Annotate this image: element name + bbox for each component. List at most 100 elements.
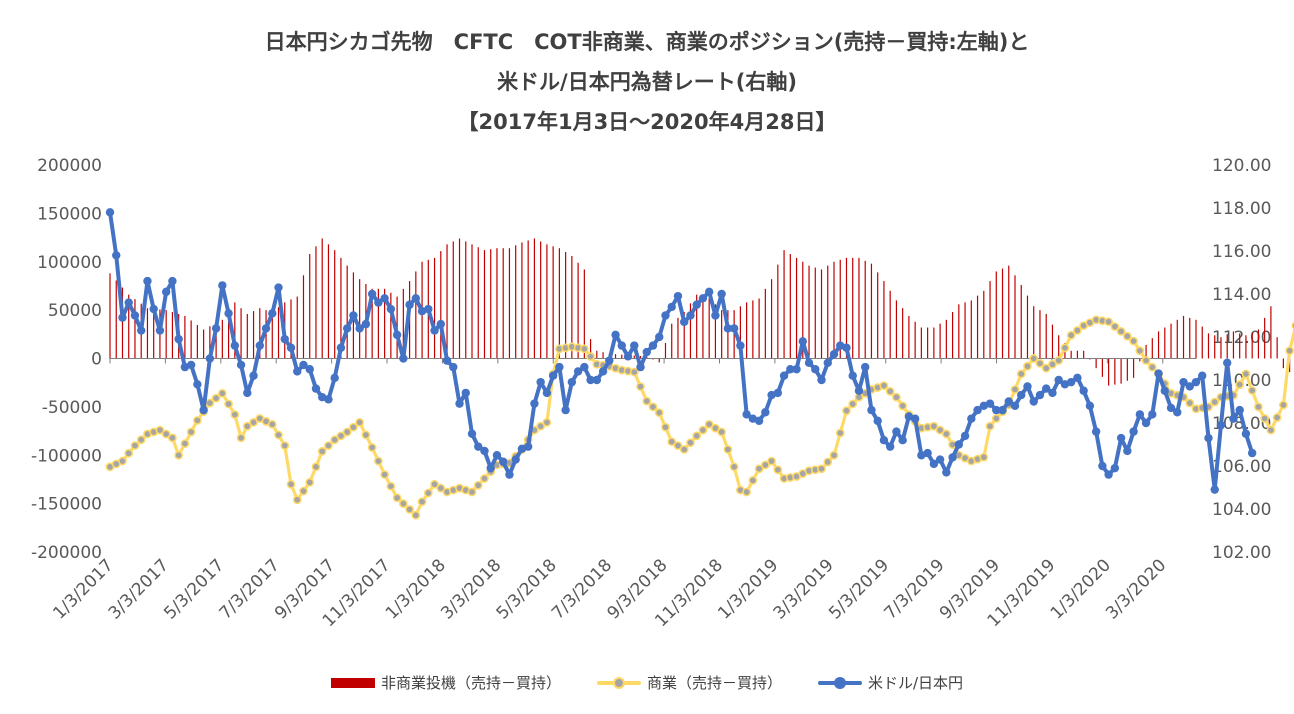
noncommercial-bar xyxy=(852,257,854,359)
commercial-point xyxy=(186,427,196,437)
usdjpy-point xyxy=(754,416,764,426)
noncommercial-bar xyxy=(1276,337,1278,359)
usdjpy-point xyxy=(567,377,577,387)
usdjpy-point xyxy=(611,330,620,340)
commercial-point xyxy=(579,344,589,354)
usdjpy-point xyxy=(811,365,820,374)
noncommercial-bar xyxy=(1033,306,1035,359)
commercial-point xyxy=(211,393,221,403)
noncommercial-bar xyxy=(190,320,192,359)
noncommercial-bar xyxy=(1020,284,1022,359)
usdjpy-point xyxy=(804,358,814,367)
usdjpy-point xyxy=(523,442,533,451)
usdjpy-point xyxy=(948,453,957,462)
commercial-point xyxy=(224,399,233,409)
usdjpy-point xyxy=(711,311,720,320)
commercial-point xyxy=(748,476,758,485)
usdjpy-point xyxy=(817,375,826,385)
usdjpy-point xyxy=(842,343,851,352)
noncommercial-bar xyxy=(415,271,417,359)
commercial-point xyxy=(985,421,995,431)
noncommercial-bar xyxy=(970,300,972,359)
usdjpy-point xyxy=(960,431,970,441)
noncommercial-bar xyxy=(683,312,685,359)
noncommercial-bar xyxy=(315,246,317,359)
y-right-tick-label: 114.00 xyxy=(1212,285,1271,305)
noncommercial-bar xyxy=(633,355,635,359)
commercial-point xyxy=(436,483,446,493)
commercial-point xyxy=(817,464,826,474)
commercial-point xyxy=(636,382,645,391)
usdjpy-point xyxy=(548,371,558,380)
noncommercial-bar xyxy=(995,271,997,359)
noncommercial-bar xyxy=(377,288,379,359)
noncommercial-bar xyxy=(565,252,567,359)
noncommercial-bar xyxy=(1101,358,1103,377)
noncommercial-bar xyxy=(1176,319,1178,359)
legend-swatch-commercial xyxy=(596,676,641,690)
usdjpy-point xyxy=(1104,470,1113,479)
noncommercial-bar xyxy=(533,238,536,359)
noncommercial-bar xyxy=(184,315,186,359)
x-tick-label: 7/3/2017 xyxy=(216,555,284,623)
noncommercial-bar xyxy=(1095,358,1097,369)
noncommercial-bar xyxy=(1051,324,1054,359)
usdjpy-point xyxy=(255,341,264,350)
noncommercial-bar xyxy=(689,303,692,359)
noncommercial-bar xyxy=(234,302,236,359)
usdjpy-point xyxy=(505,470,514,479)
legend-swatch-noncommercial xyxy=(330,677,375,688)
noncommercial-bar xyxy=(939,323,941,359)
noncommercial-bar xyxy=(521,242,523,359)
usdjpy-point xyxy=(374,298,383,307)
commercial-point xyxy=(1285,346,1294,356)
usdjpy-point xyxy=(405,300,414,309)
noncommercial-bar xyxy=(945,319,947,359)
noncommercial-bar xyxy=(827,265,829,359)
commercial-point xyxy=(374,456,383,466)
noncommercial-bar xyxy=(496,248,498,359)
legend-label-usdjpy: 米ドル/日本円 xyxy=(867,674,964,692)
noncommercial-bar xyxy=(1026,295,1029,359)
noncommercial-bar xyxy=(1289,358,1291,373)
usdjpy-point xyxy=(742,410,751,419)
usdjpy-point xyxy=(286,343,296,352)
y-left-tick-label: 200000 xyxy=(37,156,102,176)
commercial-point xyxy=(536,421,546,431)
noncommercial-bar xyxy=(558,248,560,359)
y-right-tick-label: 118.00 xyxy=(1212,199,1271,219)
usdjpy-point xyxy=(967,414,976,423)
commercial-point xyxy=(1122,331,1132,341)
commercial-point xyxy=(274,430,283,440)
usdjpy-point xyxy=(617,341,626,350)
commercial-point xyxy=(299,486,308,496)
usdjpy-point xyxy=(605,356,614,365)
commercial-point xyxy=(386,481,396,491)
x-tick-label: 7/3/2019 xyxy=(881,555,949,623)
noncommercial-bar xyxy=(1120,358,1122,384)
noncommercial-bar xyxy=(483,250,486,359)
y-right-tick-label: 104.00 xyxy=(1212,500,1271,520)
usdjpy-point xyxy=(224,309,233,318)
usdjpy-point xyxy=(1116,433,1126,443)
noncommercial-bar xyxy=(440,251,442,359)
noncommercial-bar xyxy=(290,299,292,359)
usdjpy-point xyxy=(1023,382,1032,391)
usdjpy-point xyxy=(130,311,140,320)
usdjpy-point xyxy=(1160,386,1169,395)
noncommercial-bar xyxy=(1151,338,1153,359)
usdjpy-point xyxy=(467,429,477,438)
usdjpy-point xyxy=(336,343,346,352)
usdjpy-point xyxy=(424,304,433,314)
usdjpy-point xyxy=(630,341,639,350)
usdjpy-point xyxy=(193,380,202,389)
commercial-point xyxy=(1035,358,1045,368)
usdjpy-point xyxy=(199,405,208,415)
usdjpy-point xyxy=(898,436,907,445)
usdjpy-point xyxy=(137,326,146,335)
commercial-point xyxy=(398,499,408,508)
commercial-point xyxy=(1073,326,1082,335)
chart-title-line3: 【2017年1月3日～2020年4月28日】 xyxy=(457,110,837,134)
commercial-point xyxy=(654,408,664,418)
noncommercial-bar xyxy=(1264,317,1266,359)
